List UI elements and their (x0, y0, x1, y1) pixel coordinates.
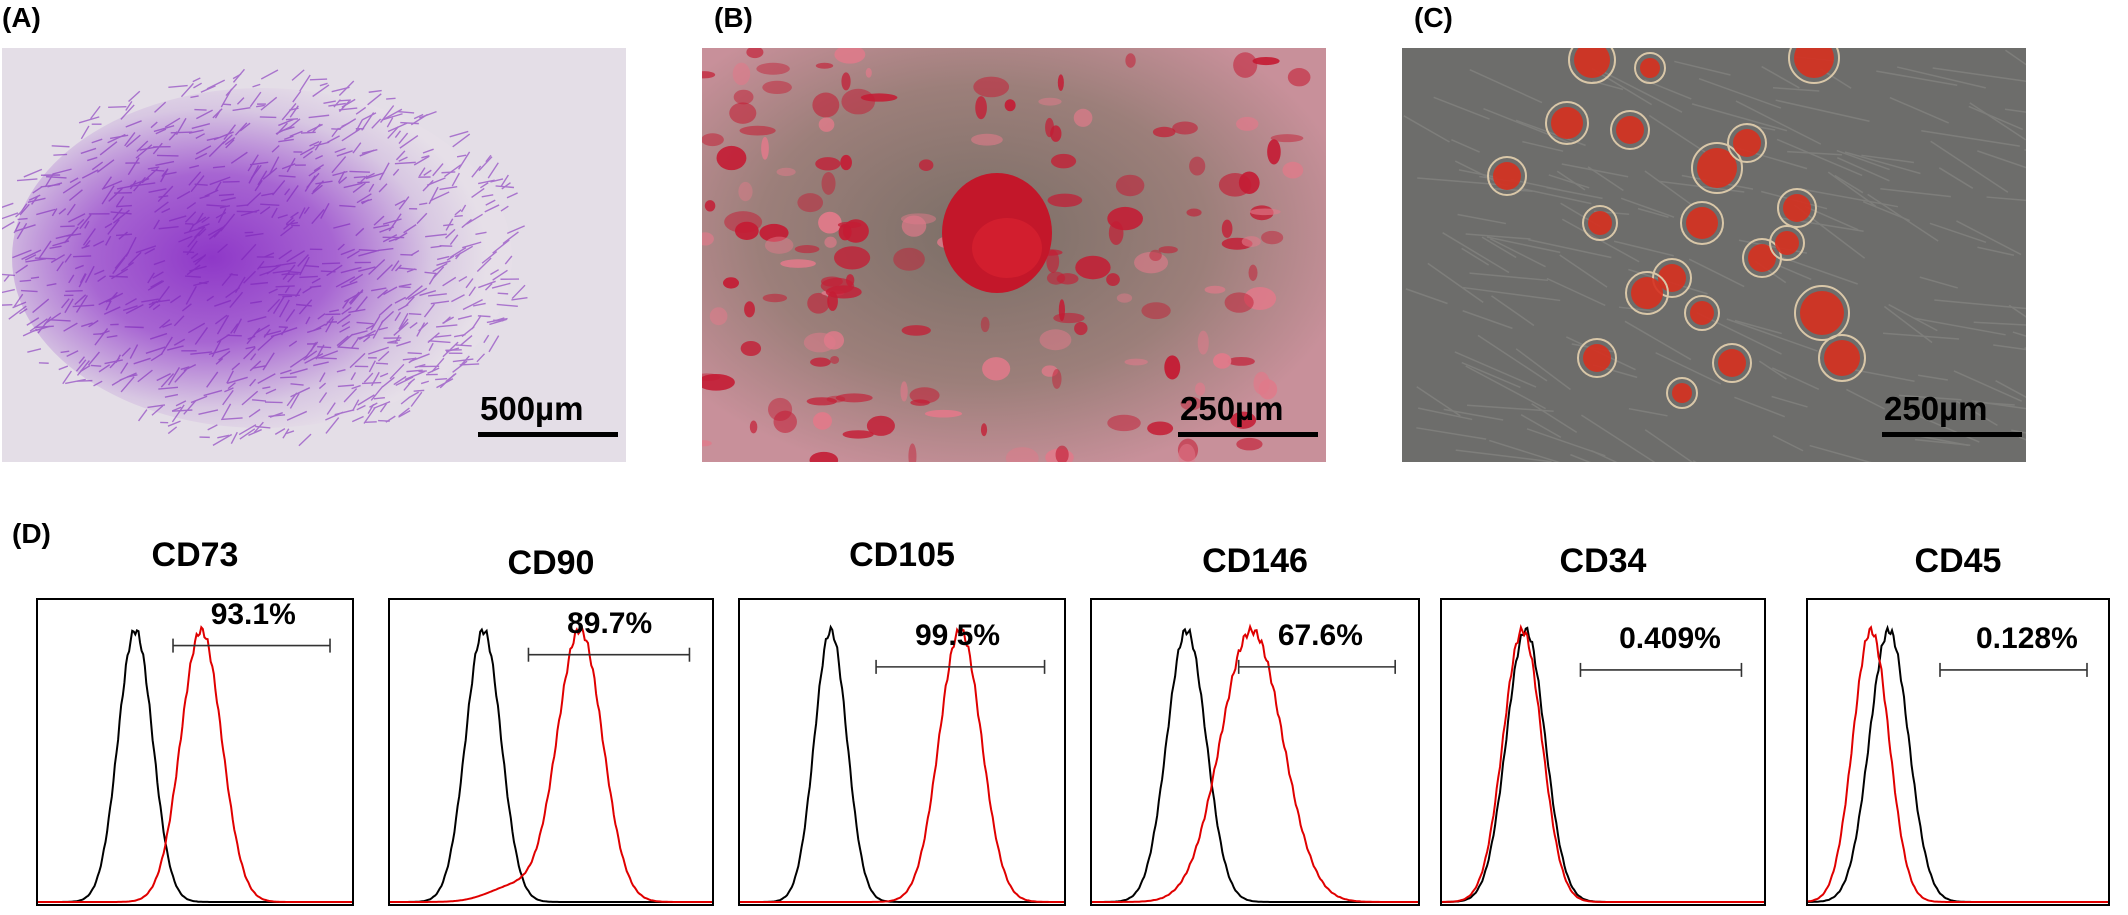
micrograph-osteogenic: 250µm (702, 48, 1326, 462)
marker-curve-cd34 (1441, 624, 1764, 903)
histogram-plot-cd90 (390, 623, 712, 903)
histogram-plot-cd45 (1807, 624, 2108, 903)
control-curve-cd105 (740, 624, 1064, 903)
scale-bar-c (1882, 432, 2022, 437)
histogram-plot-cd146 (1092, 623, 1418, 903)
histogram-plot-cd34 (1441, 624, 1764, 903)
gate-bar-cd73 (172, 638, 331, 653)
gate-bar-cd146 (1237, 659, 1396, 674)
histogram-cd73: 93.1% (36, 598, 354, 906)
histogram-cd146: 67.6% (1090, 598, 1420, 906)
control-curve-cd45 (1807, 624, 2108, 903)
panel-label-d: (D) (12, 518, 51, 549)
histogram-title-cd146: CD146 (1202, 542, 1308, 580)
micrograph-colony: 500µm (2, 48, 626, 462)
percent-label-cd45: 0.128% (1976, 621, 2078, 655)
marker-curve-cd45 (1807, 625, 2108, 903)
marker-curve-cd105 (740, 627, 1064, 903)
histogram-title-cd45: CD45 (1914, 542, 2002, 580)
histogram-cd34: 0.409% (1440, 598, 1766, 906)
scale-label-a: 500µm (480, 390, 584, 427)
gate-bar-cd105 (875, 659, 1046, 674)
control-curve-cd34 (1442, 626, 1764, 903)
histogram-plot-cd73 (38, 625, 352, 903)
micrograph-adipogenic-image (1402, 48, 2026, 462)
marker-curve-cd90 (390, 623, 712, 903)
micrograph-colony-image (2, 48, 626, 462)
scale-bar-a (478, 432, 618, 437)
percent-label-cd90: 89.7% (567, 606, 653, 640)
gate-bar-cd34 (1579, 662, 1743, 677)
percent-label-cd34: 0.409% (1619, 621, 1721, 655)
control-curve-cd146 (1092, 627, 1418, 903)
panel-label-a: (A) (2, 2, 41, 33)
gate-bar-cd90 (527, 647, 691, 662)
histogram-plot-cd105 (740, 624, 1064, 903)
histogram-title-cd34: CD34 (1559, 542, 1647, 580)
control-curve-cd73 (38, 629, 352, 903)
histogram-cd45: 0.128% (1806, 598, 2110, 906)
panel-label-b: (B) (714, 2, 753, 33)
gate-bar-cd45 (1939, 662, 2088, 677)
scale-bar-b (1178, 432, 1318, 437)
micrograph-adipogenic: 250µm (1402, 48, 2026, 462)
scale-label-b: 250µm (1180, 390, 1284, 427)
marker-curve-cd146 (1092, 623, 1418, 903)
marker-curve-cd73 (38, 625, 352, 903)
panel-label-c: (C) (1414, 2, 1453, 33)
histogram-cd105: 99.5% (738, 598, 1066, 906)
percent-label-cd73: 93.1% (210, 597, 296, 631)
histogram-title-cd73: CD73 (151, 536, 239, 574)
histogram-title-cd90: CD90 (507, 544, 595, 582)
percent-label-cd146: 67.6% (1277, 618, 1363, 652)
histogram-cd90: 89.7% (388, 598, 714, 906)
control-curve-cd90 (390, 627, 712, 903)
histogram-title-cd105: CD105 (849, 536, 955, 574)
micrograph-osteogenic-image (702, 48, 1326, 462)
scale-label-c: 250µm (1884, 390, 1988, 427)
percent-label-cd105: 99.5% (914, 618, 1001, 652)
